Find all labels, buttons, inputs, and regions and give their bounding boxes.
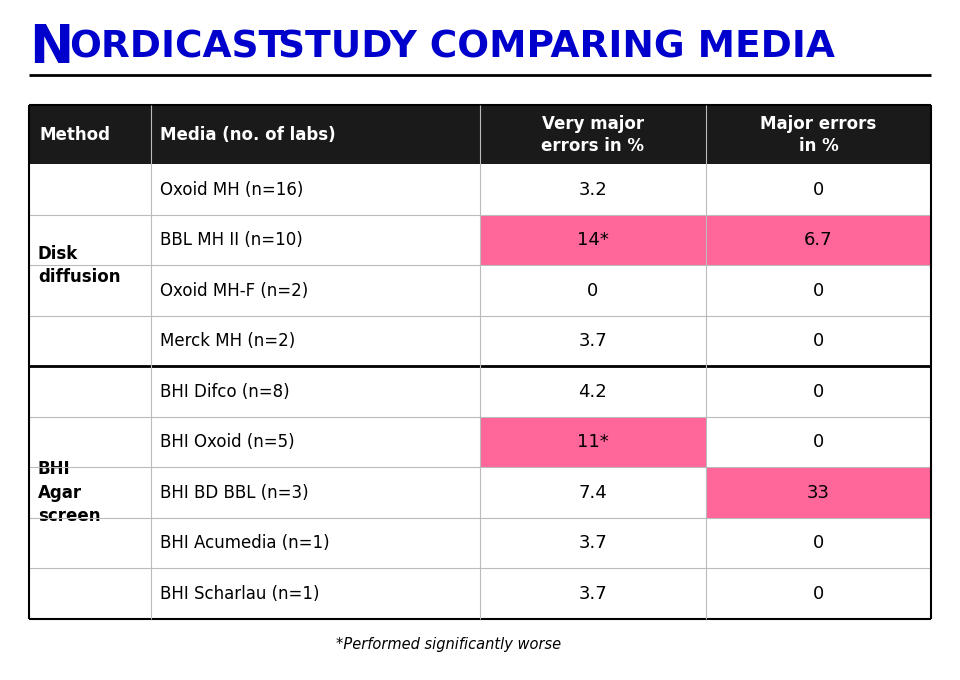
Text: BHI Scharlau (n=1): BHI Scharlau (n=1) xyxy=(159,585,319,602)
Text: 3.7: 3.7 xyxy=(579,585,607,602)
Text: 0: 0 xyxy=(813,585,824,602)
Text: BHI Difco (n=8): BHI Difco (n=8) xyxy=(159,383,289,401)
Text: 3.7: 3.7 xyxy=(579,534,607,552)
Text: Very major
errors in %: Very major errors in % xyxy=(541,115,644,155)
Text: Disk
diffusion: Disk diffusion xyxy=(37,245,120,286)
Text: BHI
Agar
screen: BHI Agar screen xyxy=(37,460,101,525)
Text: BHI BD BBL (n=3): BHI BD BBL (n=3) xyxy=(159,483,308,502)
Text: *Performed significantly worse: *Performed significantly worse xyxy=(336,637,562,652)
Text: 0: 0 xyxy=(813,282,824,300)
Text: Oxoid MH-F (n=2): Oxoid MH-F (n=2) xyxy=(159,282,308,300)
Text: Merck MH (n=2): Merck MH (n=2) xyxy=(159,332,295,350)
Text: 0: 0 xyxy=(588,282,598,300)
Text: BHI Acumedia (n=1): BHI Acumedia (n=1) xyxy=(159,534,329,552)
Bar xyxy=(706,467,931,518)
Text: 0: 0 xyxy=(813,383,824,401)
Bar xyxy=(480,215,706,265)
Text: N: N xyxy=(29,22,73,73)
Text: Oxoid MH (n=16): Oxoid MH (n=16) xyxy=(159,181,303,199)
Text: Method: Method xyxy=(39,126,110,144)
Text: 3.2: 3.2 xyxy=(579,181,607,199)
Text: BBL MH II (n=10): BBL MH II (n=10) xyxy=(159,231,302,249)
Text: 0: 0 xyxy=(813,181,824,199)
Text: ORDICAST: ORDICAST xyxy=(69,30,284,65)
Text: 0: 0 xyxy=(813,534,824,552)
Text: 0: 0 xyxy=(813,433,824,451)
Text: Media (no. of labs): Media (no. of labs) xyxy=(159,126,335,144)
Text: 4.2: 4.2 xyxy=(579,383,607,401)
Text: 33: 33 xyxy=(807,483,829,502)
Text: 11*: 11* xyxy=(577,433,609,451)
Text: 7.4: 7.4 xyxy=(579,483,607,502)
Text: BHI Oxoid (n=5): BHI Oxoid (n=5) xyxy=(159,433,295,451)
Text: Major errors
in %: Major errors in % xyxy=(760,115,876,155)
Bar xyxy=(706,215,931,265)
Bar xyxy=(29,105,931,165)
Bar xyxy=(480,417,706,467)
Text: 3.7: 3.7 xyxy=(579,332,607,350)
Text: 0: 0 xyxy=(813,332,824,350)
Text: 6.7: 6.7 xyxy=(804,231,832,249)
Text: 14*: 14* xyxy=(577,231,609,249)
Text: STUDY COMPARING MEDIA: STUDY COMPARING MEDIA xyxy=(278,30,835,65)
